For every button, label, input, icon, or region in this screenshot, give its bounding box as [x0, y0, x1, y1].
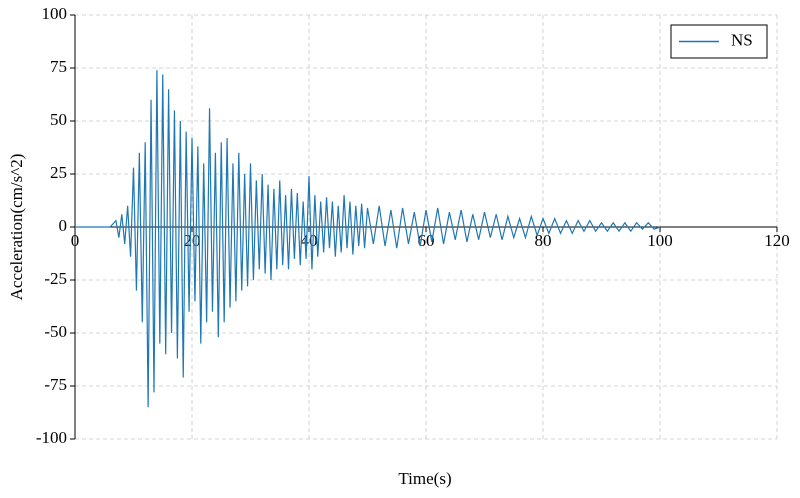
- y-tick-label: -75: [44, 375, 67, 394]
- y-tick-label: 100: [42, 4, 68, 23]
- legend-label: NS: [731, 30, 753, 49]
- y-tick-label: -50: [44, 322, 67, 341]
- y-tick-label: 75: [50, 57, 67, 76]
- y-tick-label: 0: [59, 216, 68, 235]
- x-axis-label: Time(s): [398, 469, 451, 488]
- y-tick-label: -100: [36, 428, 67, 447]
- x-tick-label: 100: [647, 231, 673, 250]
- data-line: [75, 70, 661, 408]
- x-tick-label: 120: [764, 231, 790, 250]
- x-tick-label: 40: [301, 231, 318, 250]
- y-axis-label: Acceleration(cm/s^2): [7, 154, 26, 301]
- x-tick-label: 80: [535, 231, 552, 250]
- y-tick-label: 25: [50, 163, 67, 182]
- y-tick-label: 50: [50, 110, 67, 129]
- y-tick-label: -25: [44, 269, 67, 288]
- x-tick-label: 20: [184, 231, 201, 250]
